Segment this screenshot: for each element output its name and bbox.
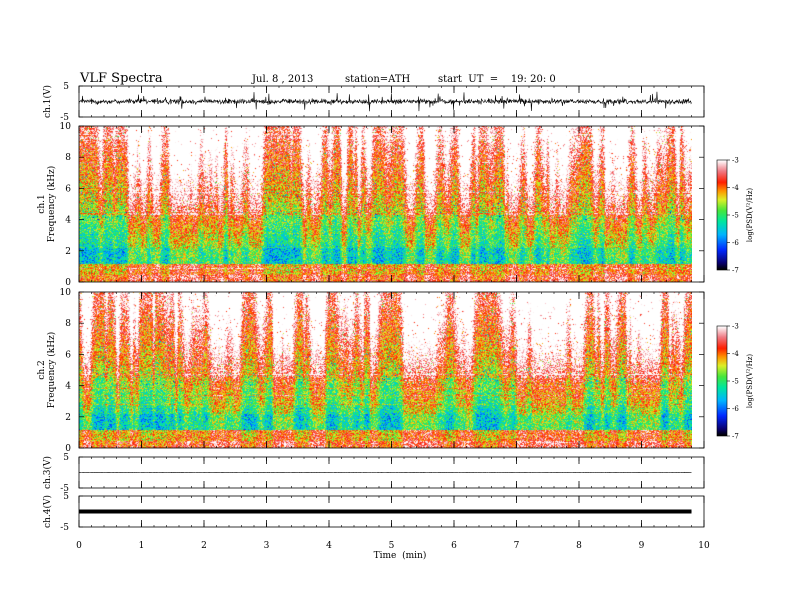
x-tick-label: 9 [639,541,645,551]
ch1-y-tick-label: 10 [60,122,72,132]
x-tick-label: 5 [389,541,395,551]
ch3-y-tick-label: -5 [60,484,69,494]
ch2-colorbar-tick-label: -4 [732,350,739,358]
ch2-y-tick-label: 2 [65,413,71,423]
ch2-colorbar-tick-label: -5 [732,378,739,386]
ch1-colorbar-label: log(PSD(V²/Hz) [746,188,754,243]
ch2-y-axis-label: ch.2Frequency (kHz) [37,332,57,409]
ch2-colorbar-gradient [717,326,727,436]
ch1-y-tick-label: 6 [65,184,71,194]
x-tick-label: 1 [139,541,145,551]
ch1-y-tick-label: 4 [65,216,71,226]
ch2-colorbar-tick-label: -3 [732,323,739,331]
x-tick-label: 4 [326,541,332,551]
ch2-colorbar-tick-label: -6 [732,405,739,413]
ch1-y-tick-label: 0 [65,278,71,288]
ch4-trace-band [79,509,692,514]
ch1-colorbar-tick-label: -7 [732,267,739,275]
ch1-y-axis-label-line: ch.1 [37,194,47,213]
ch2-y-tick-label: 10 [60,288,72,298]
ch2-spectrogram-panel: 0 2 4 6 8 10 ch.2Frequency (kHz) [37,288,705,454]
ch1-y-axis-label: ch.1Frequency (kHz) [37,166,57,243]
x-tick-label: 0 [76,541,82,551]
ch1-y-tick-label: 8 [65,153,71,163]
ch3-y-axis-label: ch.3(V) [42,456,53,489]
header-start-time: start UT = 19: 20: 0 [438,74,556,85]
header-date: Jul. 8 , 2013 [251,74,313,85]
ch2-spectrogram-heatmap [79,292,692,448]
ch1-y-tick-label: 2 [65,247,71,257]
ch2-y-axis-label-line: ch.2 [37,360,47,379]
header-station: station=ATH [345,74,411,85]
ch2-y-tick-label: 8 [65,319,71,329]
ch1-colorbar-tick-label: -6 [732,239,739,247]
ch1-colorbar-tick-label: -5 [732,212,739,220]
ch1-y-axis-label-line: Frequency (kHz) [46,166,57,243]
ch1-colorbar: -3 -4 -5 -6 -7 log(PSD(V²/Hz) [716,157,754,275]
x-tick-label: 10 [698,541,710,551]
x-tick-label: 7 [514,541,520,551]
ch1-trace [78,91,692,112]
ch2-colorbar-tick-label: -7 [732,433,739,441]
ch4-y-axis-label: ch.4(V) [42,495,53,528]
ch3-y-tick-label: 5 [63,453,69,463]
ch1-spectrogram-panel: 0 2 4 6 8 10 ch.1Frequency (kHz) [37,122,705,288]
ch4-y-tick-label: 5 [63,492,69,502]
ch1-y-axis-label: ch.1(V) [42,85,53,118]
ch2-y-axis-label-line: Frequency (kHz) [46,332,57,409]
ch1-colorbar-tick-label: -4 [732,184,739,192]
ch4-y-tick-label: -5 [60,523,69,533]
ch1-colorbar-tick-label: -3 [732,157,739,165]
figure-title: VLF Spectra [79,71,163,86]
ch1-spectrogram-heatmap [79,126,692,282]
x-axis-label: Time (min) [374,550,427,561]
time-axis: 0 1 2 3 4 5 6 7 8 9 10 [76,86,710,551]
x-tick-label: 3 [264,541,270,551]
ch1-colorbar-gradient [717,160,727,270]
x-tick-label: 8 [576,541,582,551]
ch2-y-tick-label: 6 [65,350,71,360]
ch2-y-tick-label: 0 [65,444,71,454]
ch1-y-tick-label: -5 [60,113,69,123]
x-tick-label: 6 [451,541,457,551]
ch2-colorbar-label: log(PSD(V²/Hz) [746,354,754,409]
x-tick-label: 2 [201,541,207,551]
ch2-colorbar: -3 -4 -5 -6 -7 log(PSD(V²/Hz) [716,323,754,441]
ch1-y-tick-label: 5 [63,82,69,92]
ch2-y-tick-label: 4 [65,382,71,392]
